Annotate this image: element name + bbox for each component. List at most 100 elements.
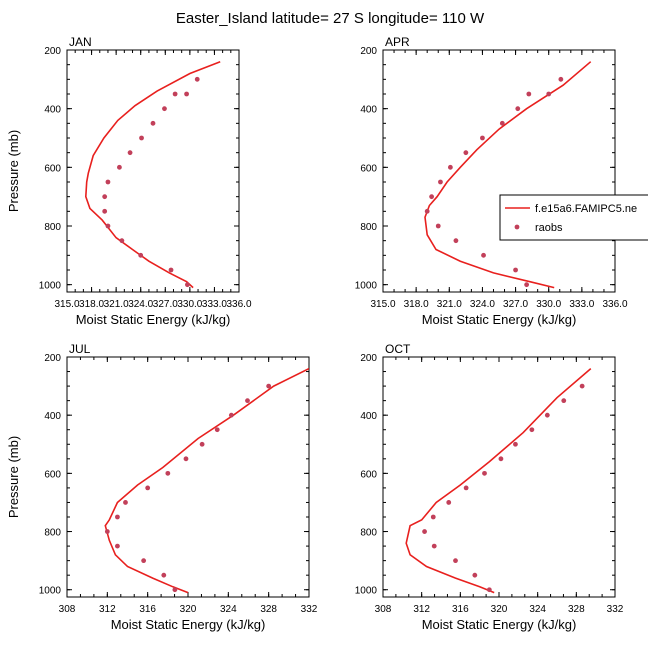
y-tick-label: 600 xyxy=(360,469,377,480)
raobs-point xyxy=(499,120,505,126)
raobs-point xyxy=(102,208,108,214)
x-tick-label: 330.0 xyxy=(177,299,202,310)
raobs-point xyxy=(172,587,178,593)
raobs-point xyxy=(447,164,453,170)
x-axis-label: Moist Static Energy (kJ/kg) xyxy=(422,617,577,632)
raobs-point xyxy=(105,223,111,229)
raobs-point xyxy=(168,267,174,273)
figure-title: Easter_Island latitude= 27 S longitude= … xyxy=(176,10,485,27)
raobs-point xyxy=(183,456,189,462)
x-tick-label: 320 xyxy=(180,604,197,615)
raobs-point xyxy=(165,470,171,476)
raobs-point xyxy=(104,529,110,534)
raobs-point xyxy=(486,587,492,593)
legend: f.e15a6.FAMIPC5.ne raobs xyxy=(499,194,648,241)
raobs-point xyxy=(435,223,441,229)
y-tick-label: 400 xyxy=(44,411,61,422)
raobs-point xyxy=(214,427,220,433)
x-tick-label: 327.0 xyxy=(153,299,178,310)
y-tick-label: 800 xyxy=(44,222,61,233)
raobs-point xyxy=(123,500,128,505)
y-tick-label: 800 xyxy=(44,528,61,539)
x-tick-label: 316 xyxy=(139,604,156,615)
model-line xyxy=(405,367,592,594)
chart-panel-apr: APR 315.0 318.0 321.0 324.0 327.0 330.0 333.0 33… xyxy=(355,35,648,327)
raobs-point xyxy=(513,267,518,273)
x-tick-label: 336.0 xyxy=(602,299,627,310)
plot-area xyxy=(424,61,592,289)
panel-title: APR xyxy=(385,35,410,49)
raobs-point xyxy=(266,383,272,389)
x-tick-label: 332 xyxy=(607,604,624,615)
raobs-point xyxy=(463,150,469,156)
raobs-point xyxy=(105,179,111,185)
x-tick-label: 330.0 xyxy=(536,299,561,310)
x-tick-label: 315.0 xyxy=(54,299,79,310)
y-tick-label: 400 xyxy=(44,105,61,116)
x-tick-label: 321.0 xyxy=(437,299,462,310)
raobs-point xyxy=(115,514,120,520)
raobs-point xyxy=(472,572,478,578)
raobs-point xyxy=(228,412,234,418)
y-tick-label: 600 xyxy=(44,469,61,480)
y-axis-label: Pressure (mb) xyxy=(6,130,21,212)
raobs-point xyxy=(424,208,430,214)
chart-panel-jan: JAN 315.0 318.0 321.0 324.0 327.0 330.0 333.0 33… xyxy=(6,35,252,327)
x-tick-label: 315.0 xyxy=(370,299,395,310)
raobs-point xyxy=(498,456,504,462)
x-tick-label: 324.0 xyxy=(128,299,153,310)
x-tick-label: 321.0 xyxy=(104,299,129,310)
x-tick-label: 308 xyxy=(59,604,76,615)
raobs-point xyxy=(480,135,485,141)
raobs-point xyxy=(558,76,564,82)
raobs-point xyxy=(513,441,518,447)
y-tick-label: 200 xyxy=(44,353,61,364)
y-tick-label: 400 xyxy=(360,411,377,422)
raobs-point xyxy=(119,238,125,244)
x-tick-label: 308 xyxy=(375,604,392,615)
raobs-point xyxy=(431,543,437,549)
raobs-point xyxy=(199,441,205,447)
legend-box xyxy=(499,194,648,241)
x-tick-label: 328 xyxy=(260,604,277,615)
panel-title: JAN xyxy=(69,35,92,49)
raobs-point xyxy=(453,238,459,244)
plot-area xyxy=(104,367,309,594)
model-line xyxy=(104,367,309,594)
x-tick-label: 333.0 xyxy=(202,299,227,310)
plot-frame xyxy=(66,49,240,293)
y-tick-label: 1000 xyxy=(39,586,62,597)
raobs-point xyxy=(453,558,458,564)
raobs-point xyxy=(529,427,535,433)
raobs-point xyxy=(579,383,585,389)
raobs-point xyxy=(481,252,486,258)
y-tick-label: 800 xyxy=(360,528,377,539)
raobs-point xyxy=(422,529,427,534)
raobs-point xyxy=(544,412,550,418)
x-tick-label: 312 xyxy=(99,604,116,615)
y-tick-label: 200 xyxy=(360,46,377,57)
raobs-point xyxy=(515,106,521,112)
raobs-point xyxy=(430,514,436,520)
raobs-point xyxy=(150,120,156,126)
x-tick-label: 316 xyxy=(452,604,469,615)
x-tick-label: 324 xyxy=(220,604,237,615)
x-tick-label: 332 xyxy=(301,604,318,615)
y-tick-label: 200 xyxy=(360,353,377,364)
y-tick-label: 400 xyxy=(360,105,377,116)
raobs-point xyxy=(145,485,151,491)
raobs-point xyxy=(172,91,178,97)
x-tick-label: 324.0 xyxy=(470,299,495,310)
raobs-point xyxy=(194,76,200,82)
chart-panel-oct: OCT 308 312 316 320 324 328 332 200 400 600 800 1000… xyxy=(355,342,624,632)
raobs-point xyxy=(429,194,435,200)
x-tick-label: 328 xyxy=(568,604,585,615)
plot-frame xyxy=(66,356,310,598)
raobs-point xyxy=(463,485,469,491)
raobs-point xyxy=(446,500,452,505)
x-axis-label: Moist Static Energy (kJ/kg) xyxy=(422,312,577,327)
raobs-point xyxy=(161,572,167,578)
x-tick-label: 324 xyxy=(529,604,546,615)
